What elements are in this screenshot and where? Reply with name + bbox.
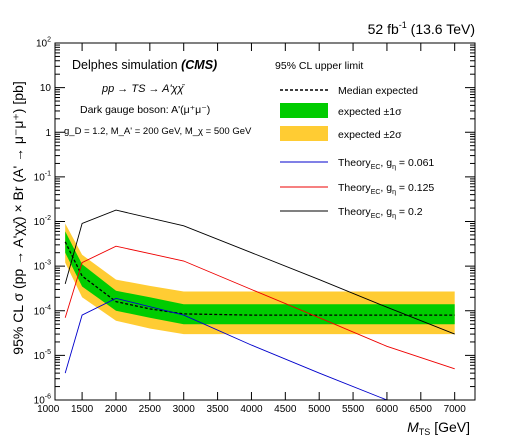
legend-label-median: Median expected [338,85,418,97]
x-tick-label: 2500 [139,404,162,415]
x-tick-label: 7000 [444,404,467,415]
boson-label: Dark gauge boson: A'(μ⁺μ⁻) [80,104,210,116]
theory-line-0 [64,297,389,400]
x-tick-label: 2000 [105,404,128,415]
y-tick-label: 10-3 [34,260,51,273]
x-axis-title: MTS [GeV] [407,419,470,437]
parameters-label: g_D = 1.2, M_A' = 200 GeV, M_χ = 500 GeV [64,126,252,137]
x-tick-label: 3000 [173,404,196,415]
lumi-label: 52 fb-1 (13.6 TeV) [368,20,475,37]
process-label: pp → TS → A'χχ̄ [101,83,186,95]
y-tick-label: 10-4 [34,304,51,317]
legend-label-theory-02: TheoryEC, gη = 0.2 [338,206,423,220]
y-tick-label: 10 [40,83,52,94]
y-tick-label: 10-6 [34,394,51,407]
theory-line-2 [64,209,455,335]
band-1sigma [65,231,455,325]
legend-swatch-1sigma [280,103,328,118]
x-tick-labels: 1000 1500 2000 2500 3000 3500 4000 4500 5000 5500… [37,404,466,415]
x-tick-label: 5000 [308,404,331,415]
x-tick-label: 4000 [240,404,263,415]
y-tick-label: 10-1 [34,170,51,183]
curves [64,209,455,400]
x-tick-label: 3500 [206,404,229,415]
x-tick-label: 1000 [37,404,60,415]
legend-label-theory-0125: TheoryEC, gη = 0.125 [338,182,434,196]
legend-label-2sigma: expected ±2σ [338,129,402,141]
x-tick-label: 4500 [274,404,297,415]
legend-label-1sigma: expected ±1σ [338,106,402,118]
simulation-label: Delphes simulation (CMS) [72,58,217,72]
x-tick-label: 5500 [342,404,365,415]
y-tick-label: 10-2 [34,215,51,228]
legend: 95% CL upper limit Median expected expec… [275,60,434,220]
axis-ticks [55,43,475,401]
y-tick-label: 1 [45,128,51,139]
y-tick-labels: 10-6 10-5 10-4 10-3 10-2 10-1 1 10 102 [34,37,52,407]
x-tick-label: 6000 [376,404,399,415]
legend-label-theory-0061: TheoryEC, gη = 0.061 [338,157,434,171]
y-axis-title: 95% CL σ (pp → A'χχ̄) × Br (A' → μ⁻μ⁺) [… [10,81,26,354]
legend-swatch-2sigma [280,126,328,141]
legend-title: 95% CL upper limit [275,60,363,72]
y-tick-label: 10-5 [34,349,51,362]
x-tick-label: 1500 [71,404,94,415]
y-tick-label: 102 [36,37,51,50]
median-expected-line [64,241,455,316]
theory-line-1 [64,245,455,370]
expected-bands [65,223,455,335]
x-tick-label: 6500 [410,404,433,415]
